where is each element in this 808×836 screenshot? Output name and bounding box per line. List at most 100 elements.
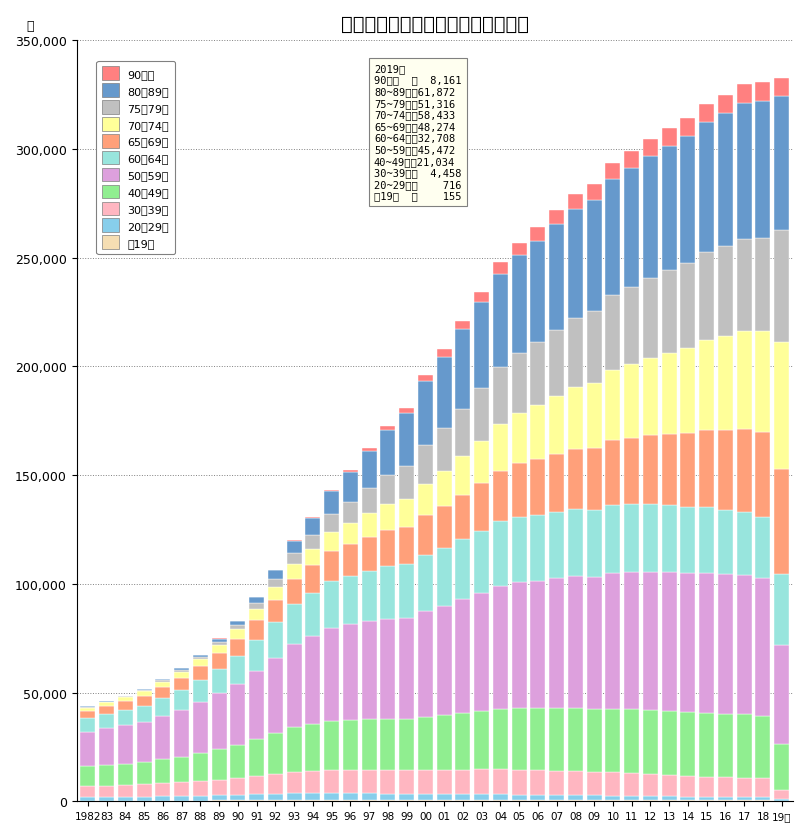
Bar <box>80 732 95 767</box>
Bar <box>643 140 658 156</box>
Bar <box>418 794 433 800</box>
Bar <box>587 577 602 710</box>
Bar <box>399 719 415 771</box>
Bar <box>474 800 489 802</box>
Bar <box>193 702 208 753</box>
Bar <box>99 729 114 765</box>
Bar <box>755 579 771 716</box>
Bar <box>212 642 226 645</box>
Bar <box>230 639 246 656</box>
Bar <box>699 104 714 123</box>
Bar <box>774 97 789 231</box>
Bar <box>568 772 583 795</box>
Bar <box>549 225 564 330</box>
Bar <box>418 800 433 802</box>
Bar <box>249 598 264 604</box>
Text: 人: 人 <box>27 20 34 33</box>
Bar <box>155 698 170 716</box>
Bar <box>418 376 433 382</box>
Bar <box>755 83 771 102</box>
Bar <box>587 384 602 448</box>
Bar <box>456 321 470 330</box>
Bar <box>774 231 789 343</box>
Bar <box>493 522 508 586</box>
Bar <box>343 720 358 770</box>
Bar <box>549 771 564 795</box>
Bar <box>474 303 489 389</box>
Bar <box>268 774 283 794</box>
Bar <box>305 636 321 725</box>
Bar <box>662 271 677 354</box>
Bar <box>456 456 470 495</box>
Bar <box>249 640 264 671</box>
Bar <box>549 396 564 454</box>
Bar <box>774 799 789 801</box>
Bar <box>774 645 789 744</box>
Bar <box>755 432 771 517</box>
Bar <box>343 544 358 576</box>
Bar <box>568 388 583 449</box>
Bar <box>605 180 621 296</box>
Bar <box>493 425 508 471</box>
Bar <box>511 464 527 517</box>
Bar <box>305 771 321 793</box>
Bar <box>511 517 527 582</box>
Bar <box>737 512 751 575</box>
Bar <box>493 471 508 522</box>
Bar <box>212 645 226 654</box>
Bar <box>287 553 301 564</box>
Bar <box>436 349 452 357</box>
Bar <box>212 639 226 642</box>
Bar <box>474 389 489 441</box>
Bar <box>737 240 751 332</box>
Bar <box>587 448 602 510</box>
Bar <box>230 745 246 778</box>
Bar <box>605 573 621 709</box>
Bar <box>530 515 545 581</box>
Bar <box>568 576 583 708</box>
Bar <box>343 576 358 624</box>
Bar <box>324 514 339 533</box>
Bar <box>699 431 714 507</box>
Bar <box>381 800 395 802</box>
Bar <box>174 672 189 678</box>
Bar <box>381 427 395 431</box>
Bar <box>456 770 470 794</box>
Bar <box>474 484 489 531</box>
Bar <box>174 668 189 670</box>
Bar <box>699 252 714 341</box>
Bar <box>474 794 489 800</box>
Bar <box>343 472 358 502</box>
Bar <box>718 510 733 574</box>
Bar <box>605 441 621 505</box>
Bar <box>456 540 470 599</box>
Bar <box>699 797 714 800</box>
Bar <box>568 509 583 576</box>
Bar <box>137 721 152 762</box>
Bar <box>755 102 771 238</box>
Bar <box>456 800 470 802</box>
Bar <box>625 709 639 772</box>
Bar <box>436 472 452 507</box>
Bar <box>287 564 301 579</box>
Bar <box>362 538 377 571</box>
Bar <box>399 409 415 413</box>
Bar <box>137 696 152 706</box>
Bar <box>662 505 677 573</box>
Bar <box>643 800 658 802</box>
Bar <box>174 691 189 710</box>
Bar <box>568 795 583 800</box>
Bar <box>381 619 395 719</box>
Title: ＜慢性透析患者の年齢分布の推移＞: ＜慢性透析患者の年齢分布の推移＞ <box>341 15 528 34</box>
Bar <box>605 371 621 441</box>
Bar <box>268 658 283 733</box>
Bar <box>718 337 733 431</box>
Bar <box>662 573 677 711</box>
Bar <box>493 800 508 802</box>
Bar <box>530 405 545 460</box>
Bar <box>80 786 95 797</box>
Bar <box>362 800 377 802</box>
Bar <box>643 436 658 505</box>
Bar <box>155 716 170 759</box>
Bar <box>230 621 246 625</box>
